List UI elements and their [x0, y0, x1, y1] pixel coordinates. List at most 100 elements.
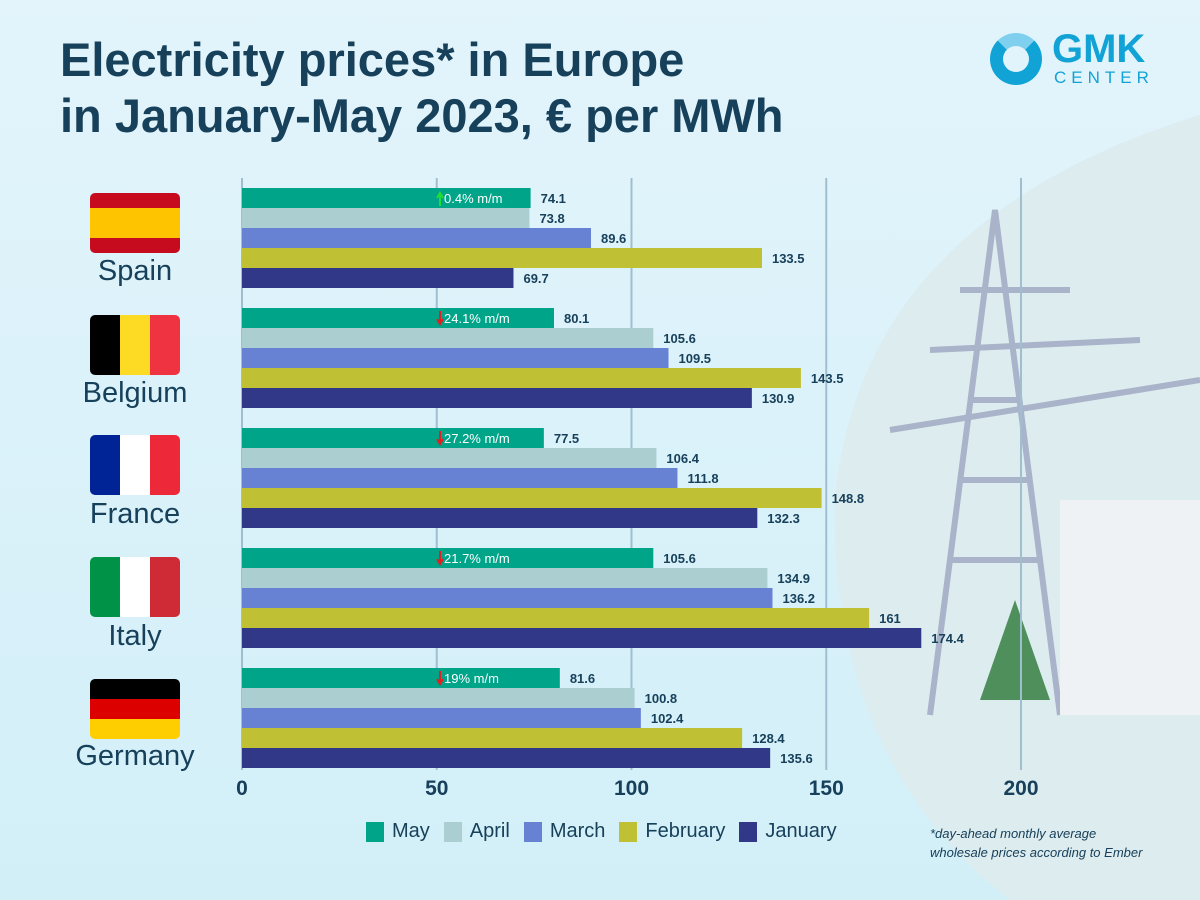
arrow-down-icon: [436, 551, 444, 566]
logo-subtext: CENTER: [1054, 68, 1154, 87]
x-tick-label: 100: [614, 777, 649, 800]
flag-spain: [90, 193, 180, 253]
legend-item: May: [366, 820, 430, 843]
data-label: 69.7: [523, 271, 548, 286]
data-label: 81.6: [570, 671, 595, 686]
bar-january: [242, 508, 758, 528]
flag-france: [90, 435, 180, 495]
legend-item: March: [523, 820, 606, 843]
tree: [980, 600, 1050, 700]
change-annotation: 19% m/m: [444, 671, 499, 686]
data-label: 130.9: [762, 391, 795, 406]
bar-january: [242, 628, 922, 648]
bar-february: [242, 368, 801, 388]
legend-swatch: [366, 821, 384, 842]
bar-may: [242, 308, 554, 328]
bar-march: [242, 708, 641, 728]
country-label: Belgium: [82, 377, 188, 409]
bar-february: [242, 608, 870, 628]
data-label: 135.6: [780, 751, 813, 766]
data-label: 109.5: [679, 351, 712, 366]
data-label: 74.1: [541, 191, 566, 206]
bar-april: [242, 568, 768, 588]
country-label: France: [89, 498, 181, 530]
legend-label: February: [645, 820, 726, 842]
change-annotation: 21.7% m/m: [444, 551, 510, 566]
bar-april: [242, 208, 530, 228]
x-tick-label: 200: [1003, 777, 1038, 800]
gmk-center-logo: GMK CENTER: [990, 27, 1154, 88]
logo-text: GMK: [1052, 27, 1146, 71]
bar-april: [242, 688, 635, 708]
data-label: 105.6: [663, 331, 696, 346]
arrow-down-icon: [436, 311, 444, 326]
bar-march: [242, 228, 591, 248]
x-tick-label: 50: [425, 777, 448, 800]
bar-march: [242, 588, 773, 608]
bar-may: [242, 668, 560, 688]
data-label: 161: [879, 611, 901, 626]
legend-item: February: [619, 820, 725, 843]
data-label: 106.4: [666, 451, 699, 466]
bar-march: [242, 468, 678, 488]
bar-january: [242, 268, 514, 288]
flag-belgium: [90, 315, 180, 375]
bar-may: [242, 548, 654, 568]
data-label: 73.8: [539, 211, 564, 226]
footnote: *day-ahead monthly average wholesale pri…: [930, 826, 1143, 860]
data-label: 132.3: [767, 511, 800, 526]
change-annotation: 27.2% m/m: [444, 431, 510, 446]
legend-swatch: [443, 821, 462, 842]
bar-march: [242, 348, 669, 368]
data-label: 105.6: [663, 551, 696, 566]
change-annotation: 24.1% m/m: [444, 311, 510, 326]
data-label: 133.5: [772, 251, 805, 266]
bar-january: [242, 748, 771, 768]
legend-label: April: [469, 820, 510, 842]
data-label: 100.8: [645, 691, 678, 706]
bar-april: [242, 448, 657, 468]
legend-swatch: [739, 821, 758, 842]
building: [1060, 500, 1200, 715]
legend-swatch: [619, 821, 638, 842]
bar-january: [242, 388, 752, 408]
bar-april: [242, 328, 654, 348]
legend-label: May: [392, 820, 430, 842]
country-label: Germany: [75, 740, 195, 772]
data-label: 102.4: [651, 711, 684, 726]
data-label: 148.8: [832, 491, 865, 506]
bar-february: [242, 728, 743, 748]
chart-title: Electricity prices* in Europe in January…: [60, 33, 784, 142]
legend-label: January: [765, 820, 837, 842]
arrow-up-icon: [436, 191, 444, 206]
country-label: Italy: [108, 620, 162, 652]
data-label: 89.6: [601, 231, 626, 246]
arrow-down-icon: [436, 671, 444, 686]
data-label: 134.9: [777, 571, 810, 586]
legend-swatch: [523, 821, 542, 842]
change-annotation: 0.4% m/m: [444, 191, 503, 206]
arrow-down-icon: [436, 431, 444, 446]
data-label: 136.2: [782, 591, 815, 606]
legend-item: April: [443, 820, 510, 843]
data-label: 77.5: [554, 431, 579, 446]
data-label: 174.4: [931, 631, 964, 646]
legend-item: January: [739, 820, 837, 843]
data-label: 143.5: [811, 371, 844, 386]
bar-february: [242, 488, 822, 508]
data-label: 80.1: [564, 311, 589, 326]
legend-label: March: [549, 820, 606, 842]
flag-germany: [90, 679, 180, 739]
data-label: 111.8: [687, 471, 718, 486]
legend: May April March February January: [366, 820, 851, 843]
bar-february: [242, 248, 762, 268]
bar-may: [242, 428, 544, 448]
country-label: Spain: [97, 255, 173, 287]
flag-italy: [90, 557, 180, 617]
x-tick-label: 150: [809, 777, 844, 800]
x-tick-label: 0: [236, 777, 248, 800]
data-label: 128.4: [752, 731, 785, 746]
bar-may: [242, 188, 531, 208]
